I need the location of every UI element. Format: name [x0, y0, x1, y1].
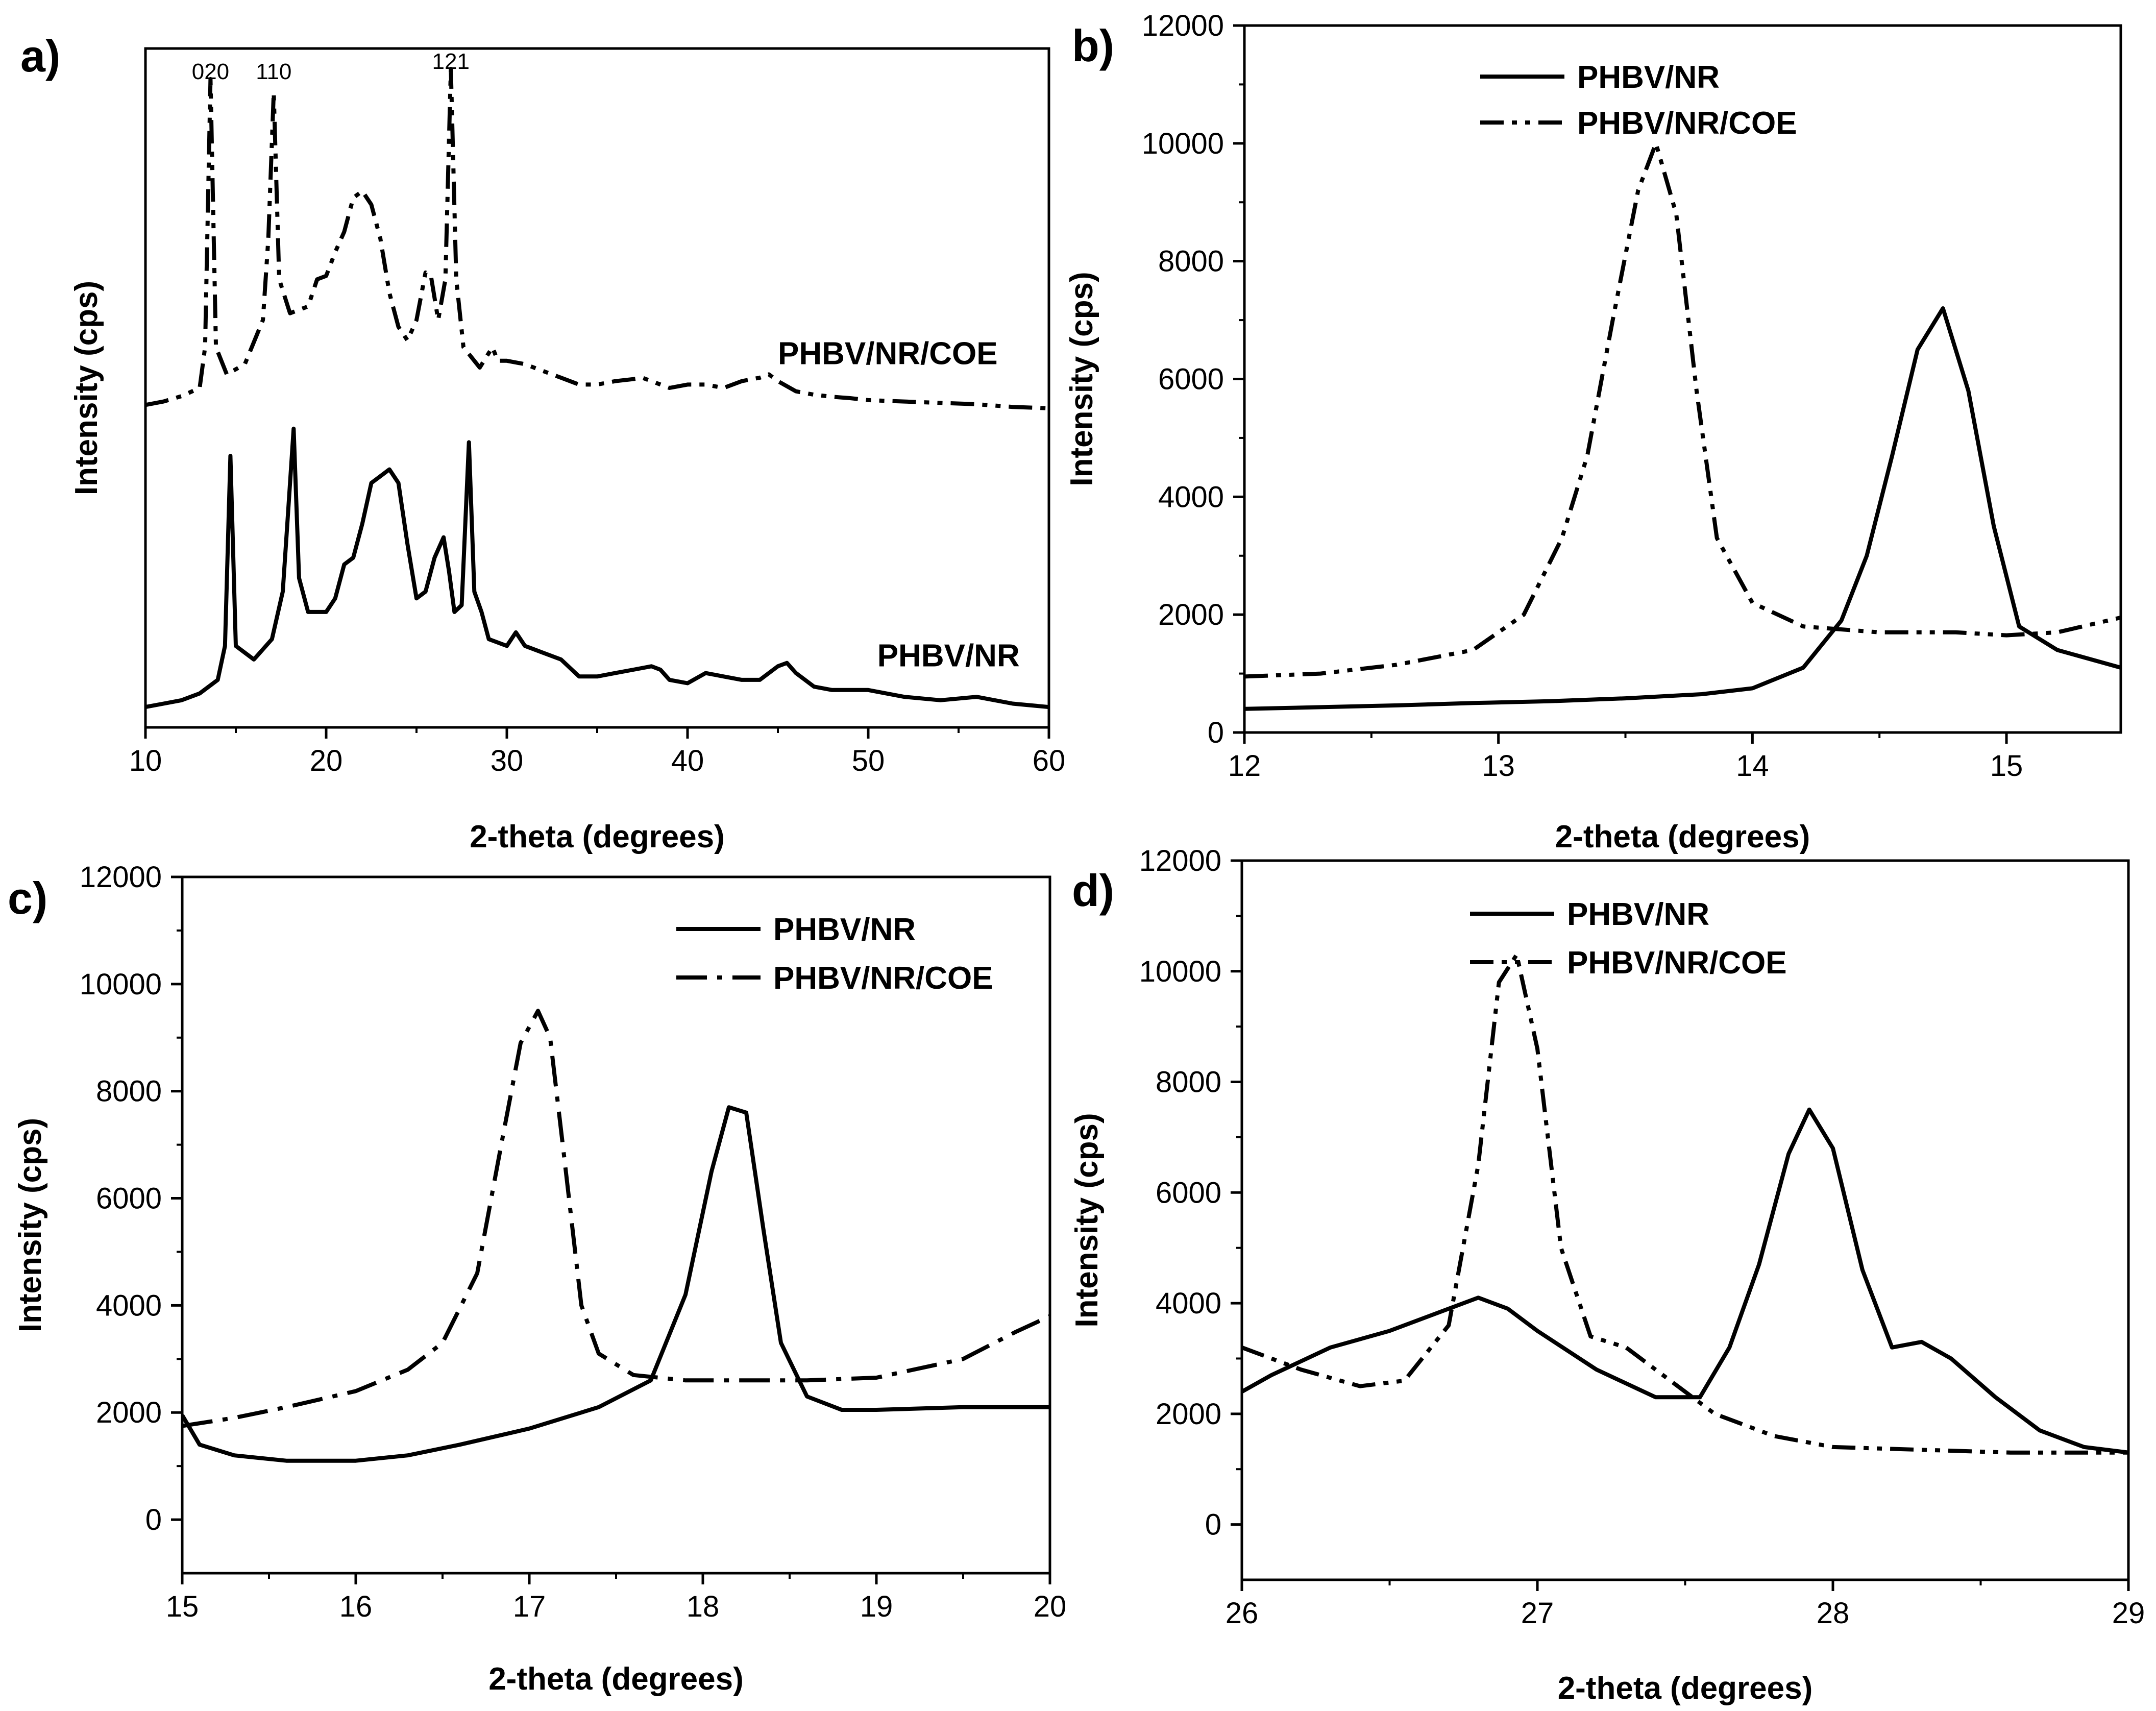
y-tick-label: 8000: [1156, 1066, 1221, 1099]
series-line-phbv-nr: [182, 1105, 1050, 1463]
y-tick-label: 2000: [1156, 1398, 1221, 1431]
series-line-phbv-nr-coe: [1244, 141, 2121, 679]
series-line-phbv-nr-coe: [182, 1009, 1050, 1428]
legend-label: PHBV/NR/COE: [1577, 106, 1797, 141]
y-tick-label: 10000: [80, 968, 162, 1001]
legend-label: PHBV/NR: [1567, 897, 1709, 932]
x-tick-label: 10: [129, 744, 162, 777]
x-tick-label: 16: [339, 1590, 373, 1623]
y-tick-label: 6000: [96, 1182, 162, 1215]
y-tick-label: 8000: [96, 1075, 162, 1108]
y-axis-title: Intensity (cps): [1069, 1113, 1105, 1327]
x-tick-label: 20: [310, 744, 343, 777]
x-tick-label: 15: [166, 1590, 199, 1623]
panel-d: d) 26 27 28 29 0 2000 4000 6000 8000 10000 12000 2-t…: [1069, 844, 2145, 1706]
x-tick-label: 60: [1033, 744, 1066, 777]
y-tick-label: 12000: [1139, 844, 1221, 877]
y-tick-label: 4000: [96, 1289, 162, 1322]
legend-label: PHBV/NR/COE: [773, 961, 993, 996]
x-tick-label: 20: [1034, 1590, 1067, 1623]
curve-label: PHBV/NR: [877, 638, 1020, 673]
y-tick-label: 2000: [1158, 598, 1224, 631]
y-tick-label: 8000: [1158, 245, 1224, 278]
x-tick-label: 27: [1521, 1597, 1554, 1630]
y-tick-label: 0: [1205, 1508, 1221, 1542]
legend-label: PHBV/NR: [1577, 60, 1720, 95]
x-axis-title: 2-theta (degrees): [470, 819, 725, 854]
x-tick-label: 29: [2112, 1597, 2145, 1630]
x-tick-label: 14: [1736, 749, 1769, 783]
x-tick-label: 18: [687, 1590, 720, 1623]
peak-label: 110: [256, 59, 291, 84]
y-tick-label: 4000: [1158, 480, 1224, 514]
y-axis-title: Intensity (cps): [1064, 272, 1099, 486]
y-tick-label: 10000: [1142, 127, 1224, 160]
panel-b: b) 12 13 14 15 0 2000 4000 6000 8000 10000 12000 2-t…: [1064, 9, 2122, 854]
y-tick-label: 4000: [1156, 1287, 1221, 1320]
x-tick-label: 40: [671, 744, 704, 777]
peak-label: 121: [432, 49, 470, 74]
panel-label: c): [8, 873, 47, 923]
x-tick-label: 12: [1228, 749, 1261, 783]
x-axis-title: 2-theta (degrees): [1555, 819, 1810, 854]
y-tick-label: 6000: [1156, 1176, 1221, 1209]
series-line-phbv-nr-coe: [1242, 952, 2128, 1455]
x-axis-title: 2-theta (degrees): [488, 1661, 744, 1697]
panel-a: a) 10 20 30 40 50 60 2-theta (degrees) Intensity…: [20, 31, 1065, 854]
legend-label: PHBV/NR: [773, 912, 916, 947]
x-tick-label: 13: [1482, 749, 1515, 783]
x-axis-title: 2-theta (degrees): [1558, 1671, 1813, 1706]
panel-label: a): [20, 31, 60, 81]
panel-label: d): [1072, 865, 1114, 916]
x-tick-label: 19: [860, 1590, 893, 1623]
x-tick-label: 17: [513, 1590, 546, 1623]
y-tick-label: 2000: [96, 1396, 162, 1429]
series-line-phbv-nr: [145, 426, 1049, 710]
series-line-phbv-nr-coe: [145, 66, 1049, 410]
y-tick-label: 0: [1208, 716, 1224, 749]
x-tick-label: 26: [1226, 1597, 1259, 1630]
peak-label: 020: [192, 59, 229, 84]
series-line-phbv-nr: [1244, 306, 2121, 711]
x-tick-label: 30: [491, 744, 524, 777]
y-axis-title: Intensity (cps): [69, 281, 104, 495]
y-tick-label: 12000: [80, 861, 162, 894]
y-tick-label: 12000: [1142, 9, 1224, 42]
y-tick-label: 6000: [1158, 363, 1224, 396]
curve-label: PHBV/NR/COE: [778, 336, 998, 371]
y-tick-label: 10000: [1139, 955, 1221, 988]
y-axis-title: Intensity (cps): [13, 1118, 48, 1332]
panel-label: b): [1072, 20, 1114, 71]
y-tick-label: 0: [145, 1503, 162, 1536]
plot-frame: [144, 47, 1050, 729]
x-tick-label: 28: [1817, 1597, 1850, 1630]
x-tick-label: 50: [852, 744, 885, 777]
panel-c: c) 15 16 17 18 19 20 0 2000 4000 6000 8000 10000 1200…: [8, 861, 1066, 1697]
series-line-phbv-nr: [1242, 1107, 2128, 1455]
x-tick-label: 15: [1990, 749, 2023, 783]
legend-label: PHBV/NR/COE: [1567, 945, 1787, 981]
